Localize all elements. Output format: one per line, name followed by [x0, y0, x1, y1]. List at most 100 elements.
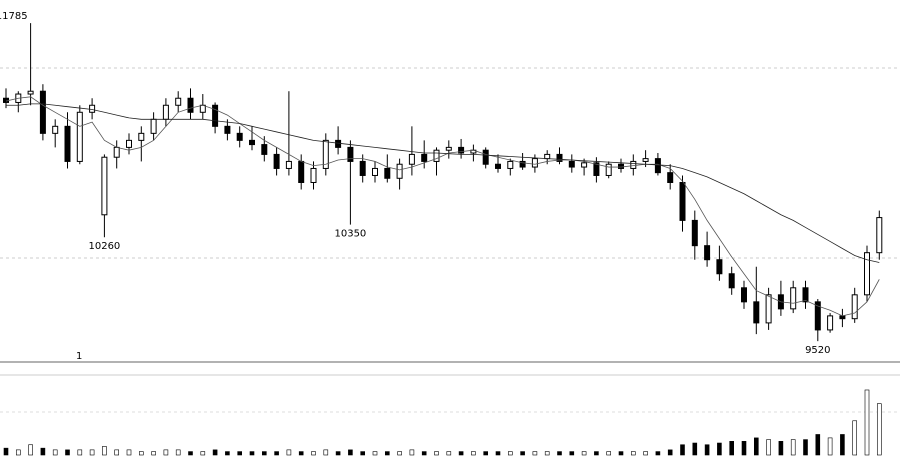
- volume-bar: [28, 444, 33, 456]
- volume-bar: [815, 434, 821, 456]
- candle-body: [667, 172, 674, 183]
- volume-bar: [471, 451, 476, 456]
- volume-bar: [311, 451, 316, 456]
- volume-bar: [458, 451, 464, 456]
- volume-bar: [323, 449, 329, 456]
- volume-bar: [421, 451, 427, 456]
- candle-body: [89, 104, 96, 113]
- volume-bar: [507, 451, 513, 456]
- candle-body: [716, 259, 723, 275]
- candle-body: [593, 162, 600, 176]
- candle-body: [728, 273, 735, 289]
- volume-bar: [803, 439, 808, 456]
- low-label: 10350: [334, 229, 366, 240]
- candle-body: [347, 146, 354, 162]
- volume-bar: [483, 451, 489, 456]
- candle-body: [876, 217, 883, 254]
- volume-bar: [261, 451, 267, 456]
- volume-bar: [15, 449, 21, 456]
- candle-body: [605, 163, 612, 176]
- candle-body: [790, 287, 797, 310]
- candle-body: [138, 132, 145, 141]
- volume-bar: [864, 389, 870, 456]
- volume-bar: [852, 420, 858, 456]
- candle-body: [618, 163, 624, 169]
- volume-bar: [655, 451, 661, 456]
- volume-bar: [778, 441, 784, 456]
- moving-average: [6, 103, 880, 263]
- volume-bar: [212, 449, 218, 456]
- volume-bar: [102, 446, 107, 456]
- volume-bar: [827, 437, 833, 456]
- candle-body: [581, 162, 588, 168]
- candle-body: [372, 167, 378, 176]
- low-label: 9520: [805, 345, 830, 356]
- volume-bar: [225, 451, 230, 456]
- candle-body: [556, 153, 563, 162]
- candle-body: [507, 160, 514, 169]
- candle-body: [273, 153, 280, 169]
- volume-bar: [729, 441, 735, 456]
- candle-body: [224, 125, 231, 134]
- candle-body: [654, 158, 661, 174]
- candle-body: [458, 146, 465, 154]
- volume-bar: [766, 439, 771, 456]
- candle-body: [814, 301, 821, 331]
- volume-bar: [876, 403, 882, 456]
- candle-body: [544, 153, 551, 160]
- volume-bar: [667, 449, 673, 456]
- volume-bar: [434, 451, 439, 456]
- volume-bar: [372, 451, 378, 456]
- candle-body: [335, 139, 342, 148]
- volume-bar: [569, 451, 575, 456]
- volume-bar: [3, 447, 9, 456]
- candle-body: [236, 132, 243, 141]
- volume-bar: [348, 449, 353, 456]
- candle-body: [39, 90, 46, 134]
- volume-bar: [544, 451, 550, 456]
- candle-body: [285, 160, 292, 169]
- volume-bar: [581, 451, 587, 456]
- candle-body: [150, 118, 157, 134]
- volume-bar: [643, 451, 648, 456]
- volume-bar: [594, 451, 599, 456]
- marker-text: 1: [76, 351, 82, 362]
- candle-body: [802, 287, 809, 303]
- volume-bar: [630, 451, 636, 456]
- volume-bar: [520, 451, 525, 456]
- volume-bar: [741, 441, 747, 456]
- candle-body: [408, 153, 415, 165]
- volume-bar: [237, 451, 242, 456]
- volume-bar: [65, 449, 70, 456]
- candle-body: [101, 156, 108, 216]
- volume-bar: [89, 449, 95, 456]
- candle-body: [864, 252, 870, 296]
- candle-body: [187, 97, 194, 113]
- volume-bar: [335, 451, 341, 456]
- volume-bar: [360, 451, 366, 456]
- candle-body: [421, 153, 428, 162]
- candle-body: [642, 158, 649, 162]
- candle-body: [199, 104, 206, 113]
- volume-bar: [840, 434, 845, 456]
- volume-bar: [188, 451, 193, 456]
- candle-body: [310, 167, 317, 183]
- candle-body: [568, 160, 575, 168]
- candle-body: [691, 219, 698, 247]
- candle-body: [704, 245, 711, 261]
- candle-body: [27, 90, 34, 95]
- volume-bar: [384, 451, 390, 456]
- volume-bar: [163, 449, 169, 456]
- candle-body: [827, 315, 834, 331]
- volume-bar: [532, 451, 538, 456]
- candle-body: [741, 287, 747, 303]
- candle-body: [175, 97, 182, 106]
- volume-bar: [200, 451, 206, 456]
- volume-bar: [692, 442, 698, 456]
- candle-body: [630, 160, 637, 169]
- moving-average: [5, 96, 880, 317]
- volume-bar: [680, 444, 685, 456]
